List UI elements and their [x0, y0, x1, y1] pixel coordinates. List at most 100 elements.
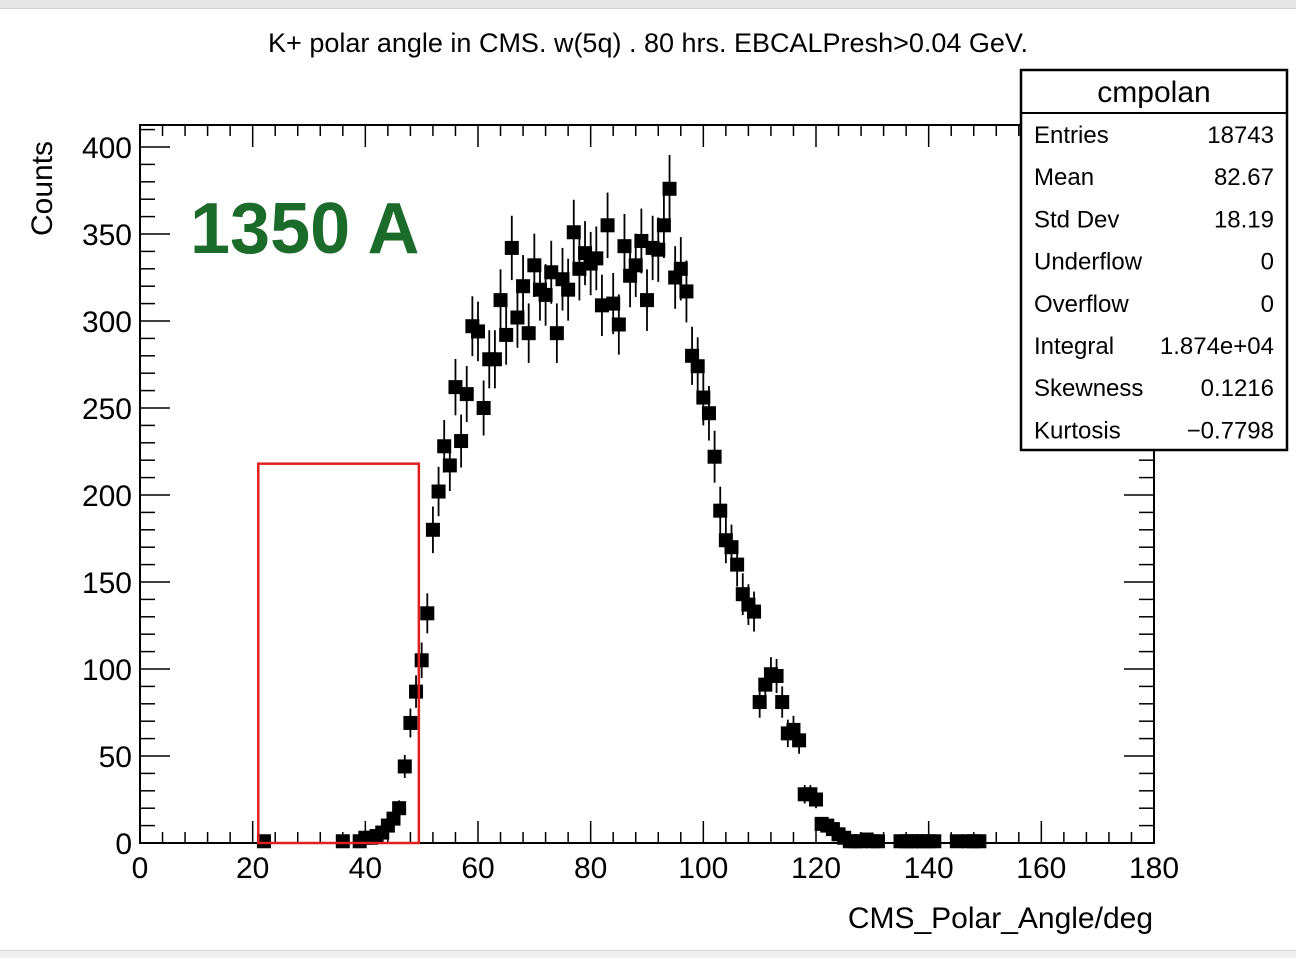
data-point [335, 834, 350, 849]
data-point [476, 401, 491, 415]
data-point [640, 293, 654, 308]
y-tick-label: 50 [99, 741, 132, 774]
data-point [606, 296, 621, 311]
stats-rows: Entries 18743 Mean 82.67 Std Dev 18.19 Underfl… [1034, 122, 1274, 444]
data-point [521, 326, 536, 341]
data-point [493, 293, 508, 308]
data-point [679, 284, 694, 299]
y-tick-label: 400 [82, 132, 132, 165]
stats-row-label: Mean [1034, 164, 1094, 191]
current-annotation: 1350 A [190, 189, 420, 269]
data-point [730, 557, 745, 572]
data-point [611, 317, 626, 332]
x-tick-label: 60 [461, 852, 494, 885]
x-tick-label: 80 [574, 852, 607, 885]
data-point [414, 653, 429, 668]
data-point [673, 261, 688, 276]
data-point [499, 327, 514, 342]
data-point [927, 834, 942, 849]
y-tick-label: 150 [82, 567, 132, 600]
stats-row-value: −0.7798 [1187, 417, 1274, 444]
stats-row-label: Kurtosis [1034, 417, 1121, 444]
stats-row-value: 82.67 [1214, 164, 1274, 191]
stats-row-value: 0.1216 [1201, 375, 1274, 402]
data-point [448, 380, 463, 395]
data-point [949, 834, 964, 849]
data-point [600, 218, 615, 233]
data-point [594, 298, 609, 313]
bottom-divider [0, 950, 1296, 958]
data-point [420, 606, 435, 621]
stats-row-value: 18743 [1207, 122, 1274, 149]
data-point [510, 310, 525, 325]
stats-row-label: Overflow [1034, 291, 1129, 318]
data-point [690, 359, 705, 374]
data-point [471, 324, 485, 339]
x-tick-label: 180 [1129, 852, 1179, 885]
data-point [713, 503, 728, 518]
data-point [504, 240, 519, 255]
stats-row-value: 0 [1261, 291, 1274, 318]
data-point [437, 439, 452, 454]
data-point [662, 181, 677, 196]
data-point [566, 225, 581, 240]
stats-row-label: Std Dev [1034, 206, 1119, 233]
x-tick-label: 120 [791, 852, 841, 885]
data-point [459, 387, 474, 402]
data-point [707, 449, 722, 464]
data-point [392, 801, 407, 816]
data-point [544, 265, 559, 280]
data-point [527, 258, 542, 273]
stats-row-label: Integral [1034, 333, 1114, 360]
data-point [634, 233, 649, 248]
highlight-box [257, 462, 421, 845]
data-point [656, 218, 671, 233]
y-tick-label: 250 [82, 393, 132, 426]
data-point [724, 540, 739, 555]
data-point [747, 604, 762, 619]
data-markers [256, 181, 987, 849]
data-point [454, 434, 469, 449]
y-tick-label: 100 [82, 654, 132, 687]
y-tick-label: 200 [82, 480, 132, 513]
data-point [870, 834, 885, 849]
data-point [792, 733, 807, 748]
x-tick-label: 100 [678, 852, 728, 885]
data-point [651, 242, 666, 257]
x-tick-label: 140 [904, 852, 954, 885]
data-point [769, 668, 784, 683]
data-point [589, 251, 604, 266]
stats-row-label: Underflow [1034, 249, 1143, 276]
data-point [617, 239, 632, 254]
x-tick-label: 160 [1016, 852, 1066, 885]
y-tick-label: 350 [82, 219, 132, 252]
x-tick-label: 40 [349, 852, 382, 885]
data-point [809, 792, 823, 807]
y-axis-label: Counts [26, 141, 59, 236]
y-tick-label: 0 [115, 828, 132, 861]
data-point [256, 834, 271, 849]
data-point [409, 684, 424, 699]
data-point [572, 261, 587, 276]
data-point [538, 287, 553, 302]
data-point [972, 834, 987, 849]
data-point [425, 522, 440, 537]
data-point [696, 390, 711, 405]
data-point [431, 484, 446, 499]
data-point [752, 695, 767, 710]
x-axis-label: CMS_Polar_Angle/deg [848, 902, 1153, 935]
data-point [701, 406, 716, 421]
y-tick-labels: 0 50 100 150 200 250 300 350 400 [82, 132, 132, 861]
data-point [628, 258, 643, 273]
data-point [442, 458, 457, 473]
stats-row-value: 0 [1261, 249, 1274, 276]
chart-title: K+ polar angle in CMS. w(5q) . 80 hrs. E… [268, 28, 1028, 58]
stats-box-title: cmpolan [1097, 76, 1210, 109]
top-divider [0, 0, 1296, 9]
x-tick-labels: 0 20 40 60 80 100 120 140 160 180 [132, 852, 1179, 885]
stats-row-value: 1.874e+04 [1160, 333, 1274, 360]
data-point [561, 282, 576, 297]
plot-frame [139, 124, 1155, 844]
stats-row-value: 18.19 [1214, 206, 1274, 233]
